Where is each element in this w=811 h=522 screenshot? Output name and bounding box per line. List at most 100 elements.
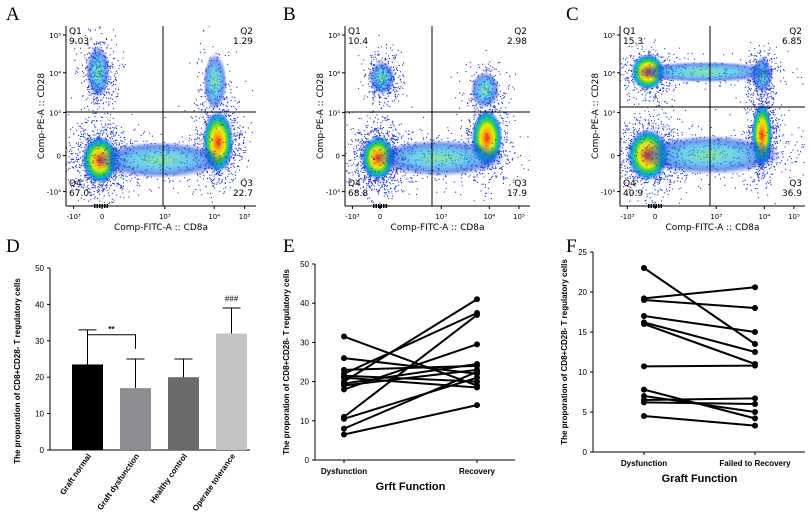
event-dot	[69, 162, 71, 164]
event-dot	[78, 145, 80, 147]
event-dot	[90, 94, 92, 96]
event-dot	[483, 199, 485, 201]
event-dot	[211, 181, 213, 183]
event-dot	[397, 136, 399, 138]
event-dot	[102, 133, 104, 135]
event-dot	[136, 140, 138, 142]
event-dot	[516, 176, 518, 178]
event-dot	[490, 169, 492, 171]
event-dot	[70, 128, 72, 130]
event-dot	[400, 180, 402, 182]
event-dot	[103, 126, 105, 128]
event-dot	[502, 178, 504, 180]
event-dot	[99, 41, 101, 43]
event-dot	[108, 98, 110, 100]
event-dot	[71, 182, 73, 184]
event-dot	[76, 67, 78, 69]
event-dot	[235, 154, 237, 156]
event-dot	[207, 112, 209, 114]
event-dot	[96, 189, 98, 191]
event-dot	[88, 109, 90, 111]
event-dot	[85, 74, 87, 76]
event-dot	[365, 73, 367, 75]
event-dot	[78, 134, 80, 136]
event-dot	[241, 134, 243, 136]
event-dot	[136, 178, 138, 180]
event-dot	[91, 180, 93, 182]
event-dot	[394, 174, 396, 176]
event-dot	[362, 141, 364, 143]
event-dot	[502, 182, 504, 184]
event-dot	[104, 129, 106, 131]
event-dot	[87, 120, 89, 122]
event-dot	[389, 139, 391, 141]
event-dot	[77, 149, 79, 151]
event-dot	[363, 75, 365, 77]
event-dot	[355, 138, 357, 140]
event-dot	[392, 177, 394, 179]
event-dot	[395, 82, 397, 84]
event-dot	[503, 150, 505, 152]
event-dot	[232, 113, 234, 115]
event-dot	[208, 26, 210, 27]
event-dot	[505, 133, 507, 135]
event-dot	[368, 178, 370, 180]
event-dot	[228, 115, 230, 117]
event-dot	[289, 156, 290, 157]
event-dot	[234, 121, 236, 123]
event-dot	[468, 176, 470, 178]
event-dot	[85, 67, 87, 69]
event-dot	[236, 132, 238, 134]
event-dot	[387, 61, 389, 63]
event-dot	[367, 183, 369, 185]
event-dot	[195, 99, 197, 101]
event-dot	[99, 27, 101, 29]
event-dot	[78, 145, 80, 147]
event-dot	[81, 180, 83, 182]
event-dot	[168, 177, 170, 179]
event-dot	[85, 179, 87, 181]
event-dot	[204, 52, 206, 54]
event-dot	[209, 107, 211, 109]
event-dot	[109, 54, 111, 56]
event-dot	[374, 56, 376, 58]
event-dot	[108, 93, 110, 95]
event-dot	[227, 63, 229, 65]
event-dot	[122, 185, 124, 187]
event-dot	[118, 175, 120, 177]
event-dot	[81, 133, 83, 135]
event-dot	[390, 124, 392, 126]
event-dot	[82, 143, 84, 145]
event-dot	[115, 127, 117, 129]
event-dot	[109, 146, 111, 148]
event-dot	[486, 133, 488, 135]
event-dot	[392, 100, 394, 102]
event-dot	[100, 130, 102, 132]
event-dot	[101, 187, 103, 189]
event-dot	[87, 86, 89, 88]
event-dot	[379, 104, 381, 106]
event-dot	[218, 178, 220, 180]
event-dot	[393, 86, 395, 88]
event-dot	[370, 60, 372, 62]
event-dot	[355, 169, 357, 171]
event-dot	[197, 63, 199, 65]
event-dot	[470, 132, 472, 134]
event-dot	[387, 95, 389, 97]
event-dot	[88, 91, 90, 93]
event-dot	[107, 126, 109, 128]
event-dot	[470, 137, 472, 139]
event-dot	[99, 106, 101, 108]
event-dot	[460, 126, 462, 128]
event-dot	[199, 51, 201, 53]
event-dot	[383, 134, 385, 136]
event-dot	[108, 123, 110, 125]
event-dot	[351, 140, 353, 142]
event-dot	[363, 69, 365, 71]
event-dot	[228, 173, 230, 175]
y-tick-label: 0	[57, 153, 61, 161]
event-dot	[122, 132, 124, 134]
event-dot	[105, 37, 107, 39]
event-dot	[243, 149, 245, 151]
event-dot	[513, 116, 515, 118]
